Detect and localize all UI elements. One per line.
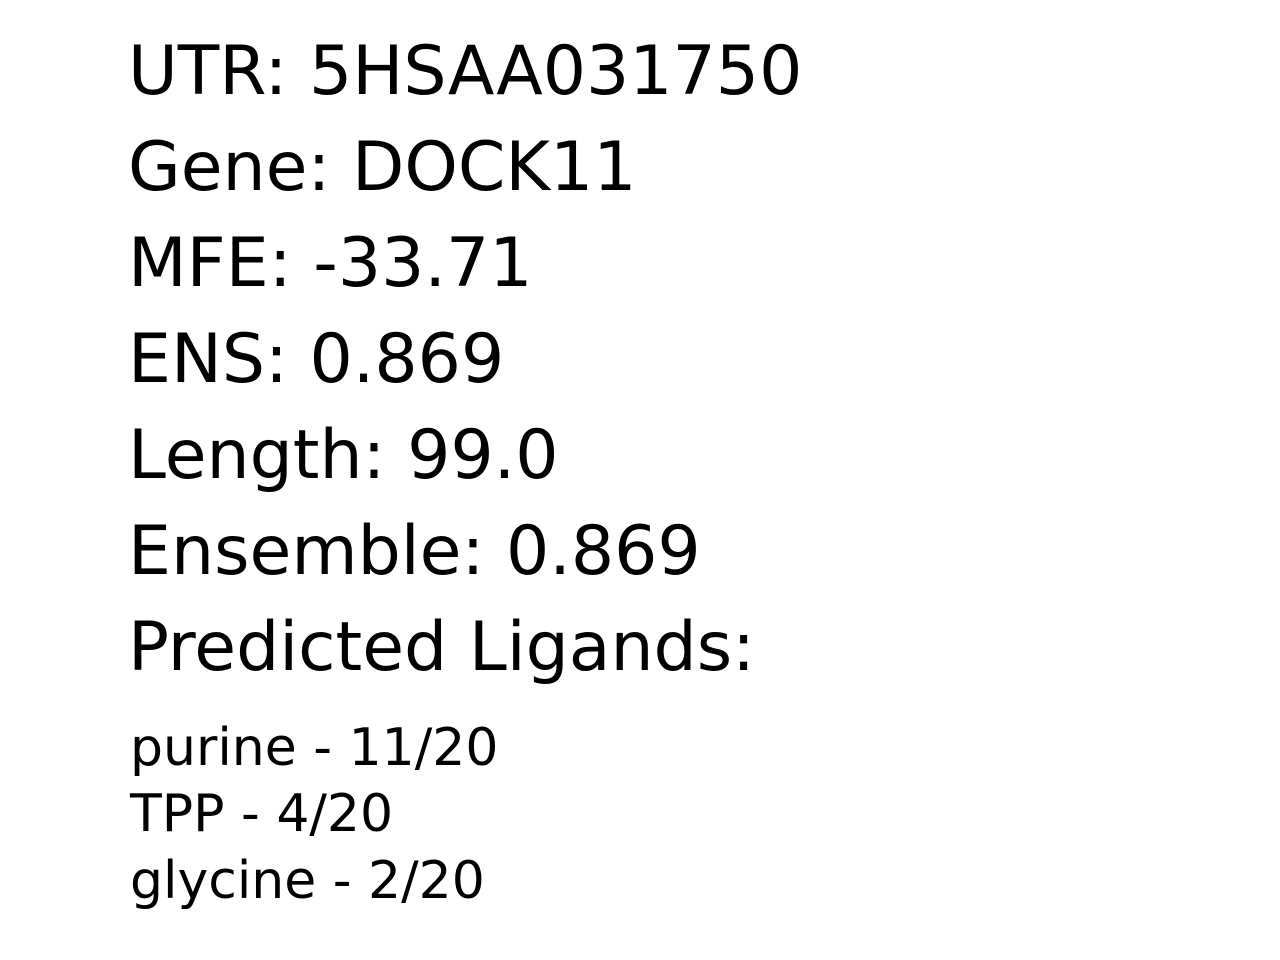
length-value: 99.0	[407, 416, 559, 495]
ensemble-label: Ensemble:	[128, 512, 485, 591]
ligand-score: 11/20	[348, 718, 499, 778]
ens-value: 0.869	[309, 320, 505, 399]
length-field: Length: 99.0	[128, 422, 559, 490]
utr-label: UTR:	[128, 32, 288, 111]
ligand-name: glycine	[130, 851, 317, 911]
gene-field: Gene: DOCK11	[128, 134, 636, 202]
list-item: glycine - 2/20	[130, 855, 485, 907]
utr-value: 5HSAA031750	[309, 32, 803, 111]
ligand-separator: -	[313, 718, 333, 778]
ligands-heading: Predicted Ligands:	[128, 608, 756, 687]
ens-label: ENS:	[128, 320, 288, 399]
length-label: Length:	[128, 416, 386, 495]
ligand-score: 2/20	[368, 851, 485, 911]
ligand-separator: -	[332, 851, 352, 911]
ligand-score: 4/20	[276, 784, 394, 844]
mfe-value: -33.71	[313, 224, 533, 303]
ensemble-value: 0.869	[506, 512, 701, 591]
ligand-separator: -	[241, 784, 260, 844]
list-item: TPP - 4/20	[130, 788, 393, 840]
gene-value: DOCK11	[352, 128, 637, 207]
ligand-name: purine	[130, 718, 297, 778]
ensemble-field: Ensemble: 0.869	[128, 518, 701, 586]
ligand-name: TPP	[130, 784, 225, 844]
gene-label: Gene:	[128, 128, 331, 207]
mfe-label: MFE:	[128, 224, 292, 303]
mfe-field: MFE: -33.71	[128, 230, 533, 298]
ens-field: ENS: 0.869	[128, 326, 504, 394]
utr-field: UTR: 5HSAA031750	[128, 38, 802, 106]
list-item: purine - 11/20	[130, 722, 498, 774]
